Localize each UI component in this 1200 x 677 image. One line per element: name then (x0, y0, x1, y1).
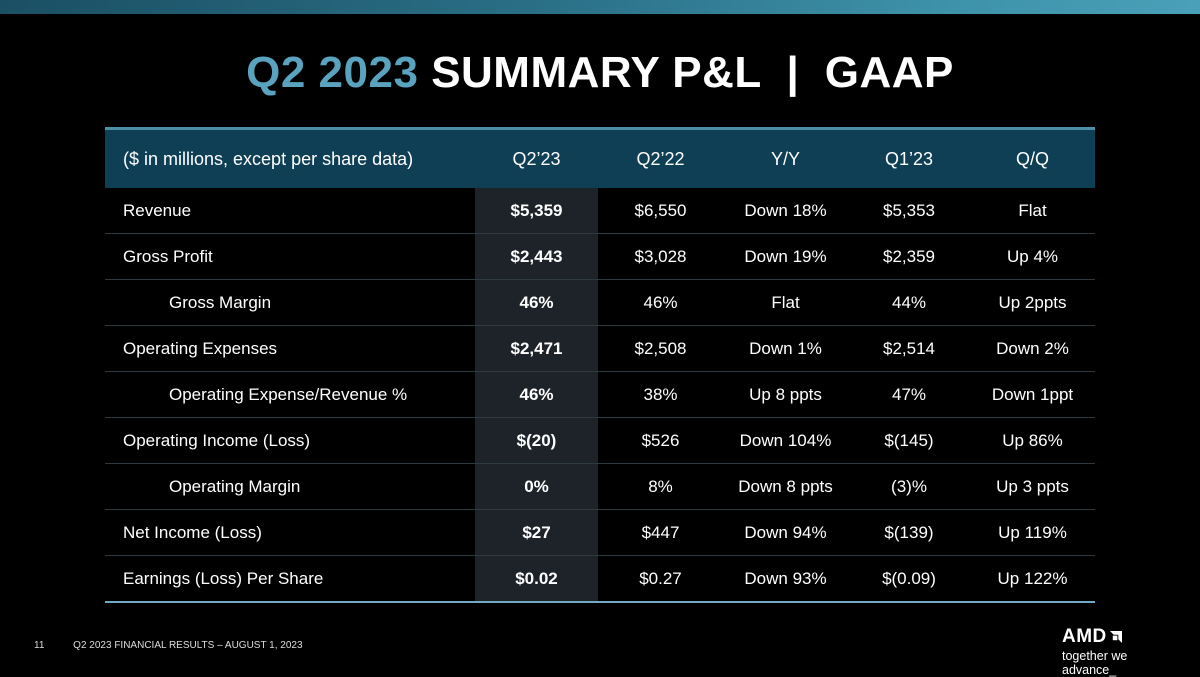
table-row: Gross Margin 46% 46% Flat 44% Up 2ppts (105, 280, 1095, 326)
cell-qoq: Down 1ppt (991, 384, 1074, 404)
cell-yoy: Up 8 ppts (749, 384, 822, 404)
cell-q2-23: 46% (475, 372, 598, 417)
cell-q2-22: $6,550 (634, 200, 687, 220)
table-row: Gross Profit $2,443 $3,028 Down 19% $2,359 Up… (105, 234, 1095, 280)
cell-q2-23: 0% (475, 464, 598, 509)
header-description: ($ in millions, except per share data) (123, 148, 414, 169)
row-label: Revenue (123, 200, 192, 220)
row-label: Earnings (Loss) Per Share (123, 568, 324, 588)
cell-q1-23: 47% (891, 384, 927, 404)
row-label: Operating Income (Loss) (123, 430, 311, 450)
cell-qoq: Up 4% (1006, 246, 1059, 266)
cell-q2-22: $2,508 (634, 338, 687, 358)
cell-qoq: Down 2% (996, 338, 1069, 358)
cell-yoy: Flat (771, 292, 800, 312)
table-row: Earnings (Loss) Per Share $0.02 $0.27 Down … (105, 556, 1095, 603)
logo-tagline: together we advance_ (1062, 649, 1128, 677)
cell-q2-23: $27 (475, 510, 598, 555)
table-row: Revenue $5,359 $6,550 Down 18% $5,353 Flat (105, 188, 1095, 234)
header-q2-22: Q2’22 (636, 148, 685, 169)
cell-yoy: Down 94% (744, 522, 827, 542)
cell-q1-23: $(145) (884, 430, 934, 450)
cell-q2-22: $0.27 (639, 568, 682, 588)
pl-table: ($ in millions, except per share data) Q… (105, 127, 1095, 603)
footer-text: Q2 2023 FINANCIAL RESULTS – AUGUST 1, 20… (73, 640, 303, 651)
cell-qoq: Up 3 ppts (996, 476, 1069, 496)
page-number: 11 (34, 640, 45, 651)
amd-arrow-icon (1109, 631, 1122, 643)
cell-q1-23: $2,514 (883, 338, 935, 358)
table-row: Operating Expenses $2,471 $2,508 Down 1% $2,… (105, 326, 1095, 372)
amd-logo: AMD together we advance_ (1062, 626, 1182, 677)
cell-yoy: Down 8 ppts (738, 476, 833, 496)
row-label: Gross Margin (169, 292, 272, 312)
cell-qoq: Flat (1018, 200, 1047, 220)
header-q2-23: Q2’23 (512, 148, 561, 169)
table-row: Operating Income (Loss) $(20) $526 Down 104… (105, 418, 1095, 464)
header-q1-23: Q1’23 (884, 148, 934, 169)
cell-q2-22: 8% (648, 476, 673, 496)
cell-qoq: Up 2ppts (998, 292, 1067, 312)
cell-q2-22: $3,028 (634, 246, 687, 266)
row-label: Operating Expenses (123, 338, 278, 358)
cell-qoq: Up 119% (998, 522, 1067, 542)
cell-q1-23: $(139) (884, 522, 934, 542)
row-label: Gross Profit (123, 246, 213, 266)
table-header-row: ($ in millions, except per share data) Q… (105, 127, 1095, 188)
cell-yoy: Down 1% (749, 338, 822, 358)
cell-q2-23: $0.02 (475, 556, 598, 601)
row-label: Operating Margin (169, 476, 301, 496)
header-yoy: Y/Y (770, 148, 800, 169)
table-row: Operating Expense/Revenue % 46% 38% Up 8 pp… (105, 372, 1095, 418)
cell-q2-22: $447 (641, 522, 680, 542)
cell-qoq: Up 122% (997, 568, 1068, 588)
cell-yoy: Down 18% (744, 200, 827, 220)
top-accent-bar (0, 0, 1200, 14)
cell-q2-22: 46% (643, 292, 678, 312)
slide-title: Q2 2023 SUMMARY P&L | GAAP (0, 48, 1200, 98)
cell-q1-23: $5,353 (883, 200, 935, 220)
cell-q2-22: $526 (641, 430, 680, 450)
cell-q2-23: $2,471 (475, 326, 598, 371)
cell-yoy: Down 19% (744, 246, 827, 266)
cell-q2-23: $5,359 (475, 188, 598, 233)
cell-q1-23: $(0.09) (882, 568, 936, 588)
slide-footer: 11 Q2 2023 FINANCIAL RESULTS – AUGUST 1,… (34, 640, 303, 651)
cell-q1-23: (3)% (891, 476, 927, 496)
cell-q2-23: $2,443 (475, 234, 598, 279)
cell-q2-23: 46% (475, 280, 598, 325)
cell-yoy: Down 93% (744, 568, 827, 588)
row-label: Net Income (Loss) (123, 522, 262, 542)
cell-q1-23: 44% (891, 292, 927, 312)
cell-q2-23: $(20) (475, 418, 598, 463)
cell-qoq: Up 86% (1002, 430, 1063, 450)
title-accent: Q2 2023 (246, 48, 419, 97)
logo-wordmark: AMD (1062, 626, 1107, 647)
header-qoq: Q/Q (1015, 148, 1049, 169)
cell-yoy: Down 104% (739, 430, 832, 450)
table-row: Operating Margin 0% 8% Down 8 ppts (3)% Up 3 … (105, 464, 1095, 510)
title-main: SUMMARY P&L | GAAP (431, 48, 954, 97)
cell-q2-22: 38% (643, 384, 678, 404)
table-row: Net Income (Loss) $27 $447 Down 94% $(139) Up… (105, 510, 1095, 556)
row-label: Operating Expense/Revenue % (169, 384, 408, 404)
cell-q1-23: $2,359 (883, 246, 935, 266)
